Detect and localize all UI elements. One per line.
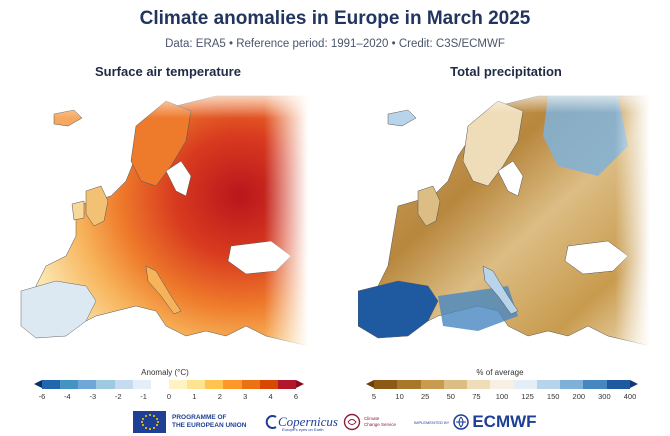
temperature-tick-label: -4 bbox=[64, 392, 71, 401]
copernicus-logo-icon bbox=[265, 415, 277, 429]
temperature-tick-label: 3 bbox=[243, 392, 248, 401]
ecmwf-logo-text: ECMWF bbox=[472, 412, 537, 431]
precipitation-tick-label: 200 bbox=[572, 392, 586, 401]
temperature-colorbar-segment bbox=[277, 380, 296, 389]
temperature-panel-title: Surface air temperature bbox=[95, 64, 241, 79]
eu-logo-line1: PROGRAMME OF bbox=[172, 414, 227, 421]
temperature-tick-label: 6 bbox=[293, 392, 299, 401]
temperature-tick-labels: -6 -4 -3 -2 -1 0 1 2 3 4 6 bbox=[34, 392, 304, 404]
precipitation-tick-label: 100 bbox=[495, 392, 509, 401]
temperature-tick-label: 4 bbox=[268, 392, 273, 401]
precipitation-colorbar-segment bbox=[560, 380, 584, 389]
temperature-colorbar-segment bbox=[259, 380, 278, 389]
precipitation-tick-label: 5 bbox=[371, 392, 377, 401]
precipitation-colorbar-segment bbox=[536, 380, 561, 389]
temperature-colorbar-segment bbox=[96, 380, 115, 389]
precipitation-colorbar bbox=[366, 380, 638, 389]
precipitation-tick-label: 50 bbox=[446, 392, 455, 401]
precipitation-colorbar-arrow-low bbox=[366, 380, 374, 388]
ecmwf-logo: IMPLEMENTED BY ECMWF bbox=[414, 409, 537, 435]
temperature-colorbar-segment bbox=[241, 380, 260, 389]
copernicus-logo-subtext: Europe's eyes on Earth bbox=[282, 427, 324, 432]
precipitation-colorbar-segment bbox=[374, 380, 398, 389]
temperature-tick-label: 2 bbox=[217, 392, 222, 401]
temperature-colorbar-segment bbox=[114, 380, 133, 389]
temperature-colorbar-arrow-low bbox=[34, 380, 42, 388]
temperature-colorbar-segment bbox=[168, 380, 188, 389]
temperature-tick-label: -3 bbox=[89, 392, 97, 401]
precipitation-colorbar-segment bbox=[490, 380, 514, 389]
temperature-colorbar-segment bbox=[132, 380, 151, 389]
temperature-tick-label: -1 bbox=[140, 392, 147, 401]
precipitation-panel-title: Total precipitation bbox=[450, 64, 562, 79]
precipitation-tick-label: 300 bbox=[598, 392, 611, 401]
precipitation-legend-title: % of average bbox=[476, 368, 524, 377]
temperature-tick-label: 0 bbox=[166, 392, 172, 401]
page-title: Climate anomalies in Europe in March 202… bbox=[139, 8, 531, 29]
precipitation-colorbar-segment bbox=[583, 380, 607, 389]
copernicus-logo: Copernicus Europe's eyes on Earth bbox=[264, 409, 338, 435]
c3s-logo-line2: Change Service bbox=[364, 422, 397, 427]
precipitation-tick-label: 25 bbox=[421, 392, 430, 401]
precipitation-tick-label: 75 bbox=[472, 392, 481, 401]
precipitation-anomaly-map bbox=[358, 86, 650, 356]
logo-bar: PROGRAMME OF THE EUROPEAN UNION Copernic… bbox=[0, 409, 670, 435]
precipitation-tick-label: 125 bbox=[521, 392, 534, 401]
precipitation-tick-label: 10 bbox=[395, 392, 404, 401]
copernicus-logo-text: Copernicus bbox=[278, 414, 338, 429]
temperature-colorbar-segment bbox=[60, 380, 79, 389]
temperature-colorbar-segment bbox=[187, 380, 206, 389]
temperature-colorbar-segment bbox=[205, 380, 224, 389]
precipitation-colorbar-segment bbox=[513, 380, 537, 389]
precipitation-colorbar-segment bbox=[420, 380, 444, 389]
precipitation-colorbar-arrow-high bbox=[629, 380, 638, 388]
temperature-legend-title: Anomaly (°C) bbox=[141, 368, 189, 377]
eu-logo-line2: THE EUROPEAN UNION bbox=[172, 422, 247, 429]
eu-programme-logo: PROGRAMME OF THE EUROPEAN UNION bbox=[133, 409, 246, 435]
temperature-colorbar-arrow-high bbox=[295, 380, 304, 388]
precipitation-colorbar-segment bbox=[467, 380, 491, 389]
c3s-logo-line1: Climate bbox=[364, 416, 380, 421]
temperature-tick-label: 1 bbox=[192, 392, 197, 401]
precipitation-tick-label: 400 bbox=[623, 392, 637, 401]
temperature-colorbar-segment bbox=[78, 380, 97, 389]
temperature-colorbar-segment bbox=[150, 380, 169, 389]
ecmwf-implemented-by: IMPLEMENTED BY bbox=[414, 419, 450, 425]
precipitation-colorbar-segment bbox=[443, 380, 468, 389]
page-subtitle: Data: ERA5 • Reference period: 1991–2020… bbox=[165, 38, 505, 50]
temperature-colorbar bbox=[34, 380, 304, 389]
temperature-anomaly-map bbox=[16, 86, 308, 356]
eu-flag-icon bbox=[133, 411, 166, 433]
precipitation-tick-labels: 5 10 25 50 75 100 125 150 200 300 400 bbox=[366, 392, 638, 404]
c3s-logo: Climate Change Service bbox=[343, 409, 396, 435]
precipitation-colorbar-segment bbox=[606, 380, 630, 389]
temperature-colorbar-segment bbox=[42, 380, 61, 389]
temperature-colorbar-segment bbox=[223, 380, 242, 389]
c3s-logo-icon bbox=[343, 413, 361, 431]
temperature-tick-label: -2 bbox=[114, 392, 122, 401]
precipitation-tick-label: 150 bbox=[546, 392, 560, 401]
temperature-tick-label: -6 bbox=[38, 392, 46, 401]
precipitation-colorbar-segment bbox=[397, 380, 421, 389]
ecmwf-logo-icon bbox=[453, 414, 470, 430]
